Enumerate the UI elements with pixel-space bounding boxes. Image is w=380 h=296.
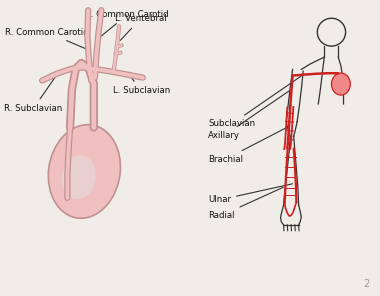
Ellipse shape (62, 155, 96, 199)
Text: L. Subclavian: L. Subclavian (112, 78, 170, 95)
Text: Brachial: Brachial (208, 127, 287, 164)
Ellipse shape (48, 125, 120, 218)
Text: R. Common Carotid: R. Common Carotid (5, 28, 89, 49)
Text: Subclavian: Subclavian (208, 76, 301, 128)
Text: Axillary: Axillary (208, 91, 289, 140)
Text: 2: 2 (363, 279, 369, 289)
Ellipse shape (331, 73, 350, 95)
Text: Radial: Radial (208, 187, 283, 220)
Text: R. Subclavian: R. Subclavian (5, 76, 63, 113)
Text: Ulnar: Ulnar (208, 184, 293, 205)
Text: L. Common Carotid: L. Common Carotid (86, 10, 169, 36)
Text: L. Ventebral: L. Ventebral (114, 15, 166, 41)
